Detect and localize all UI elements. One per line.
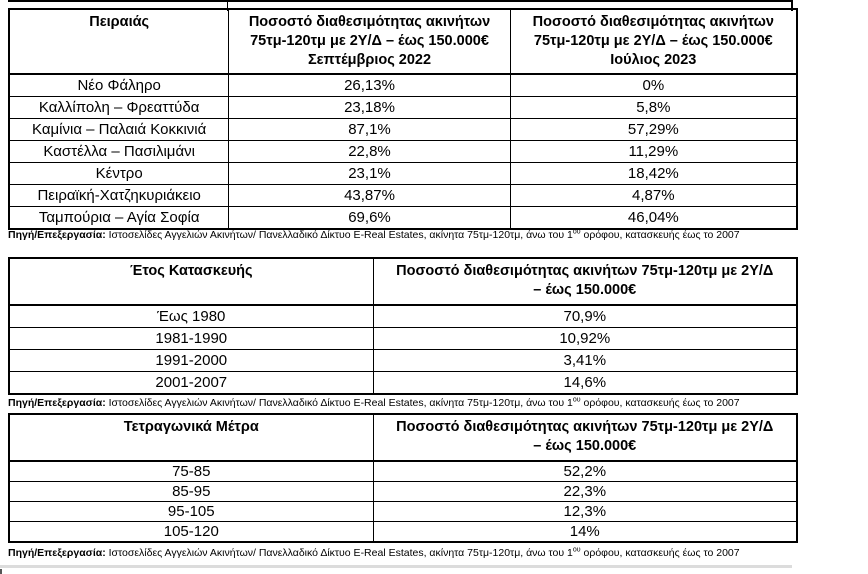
source-note-superscript: ου — [572, 396, 581, 404]
table-row: 1991-2000 3,41% — [8, 349, 798, 372]
cell-percentage: 70,9% — [372, 304, 798, 328]
cropped-column-divider — [227, 2, 228, 11]
piraeus-availability-table: Πειραιάς Ποσοστό διαθεσιμότητας ακινήτων… — [8, 8, 798, 230]
cell-sqm-range: 105-120 — [8, 521, 374, 543]
table2-header-row: Έτος Κατασκευής Ποσοστό διαθεσιμότητας α… — [8, 257, 798, 306]
cell-percentage: 3,41% — [372, 349, 798, 372]
table-row: 85-95 22,3% — [8, 481, 798, 502]
cell-year-range: Έως 1980 — [8, 304, 374, 328]
table3-header-sqm: Τετραγωνικά Μέτρα — [8, 413, 374, 462]
cell-area: Ταμπούρια – Αγία Σοφία — [8, 206, 230, 230]
construction-year-table: Έτος Κατασκευής Ποσοστό διαθεσιμότητας α… — [8, 257, 798, 395]
cell-sep2022: 87,1% — [228, 118, 511, 141]
table1-header-region: Πειραιάς — [8, 8, 230, 75]
source-note-text: Ιστοσελίδες Αγγελιών Ακινήτων/ Πανελλαδι… — [105, 547, 573, 559]
cell-area: Πειραϊκή-Χατζηκυριάκειο — [8, 184, 230, 207]
cell-percentage: 22,3% — [372, 481, 798, 502]
header-title-line1: Ποσοστό διαθεσιμότητας ακινήτων — [532, 14, 774, 30]
table-row: Καμίνια – Παλαιά Κοκκινιά 87,1% 57,29% — [8, 118, 798, 141]
cropped-table-edge-top — [8, 0, 793, 11]
table-row: 105-120 14% — [8, 521, 798, 543]
table1-header-jul2023: Ποσοστό διαθεσιμότητας ακινήτων 75τμ-120… — [509, 8, 798, 75]
cell-sqm-range: 85-95 — [8, 481, 374, 502]
square-meters-table: Τετραγωνικά Μέτρα Ποσοστό διαθεσιμότητας… — [8, 413, 798, 543]
table-row: 95-105 12,3% — [8, 501, 798, 522]
cell-area: Καλλίπολη – Φρεαττύδα — [8, 96, 230, 119]
header-period-2023: Ιούλιος 2023 — [610, 52, 697, 68]
cell-jul2023: 0% — [509, 73, 798, 97]
source-note-text: ορόφου, κατασκευής έως το 2007 — [580, 229, 740, 241]
table-row: 75-85 52,2% — [8, 460, 798, 482]
source-note-text: ορόφου, κατασκευής έως το 2007 — [580, 547, 740, 559]
source-note: Πηγή/Επεξεργασία: Ιστοσελίδες Αγγελιών Α… — [8, 229, 740, 242]
source-note-text: Ιστοσελίδες Αγγελιών Ακινήτων/ Πανελλαδι… — [105, 397, 573, 409]
header-title-line1: Ποσοστό διαθεσιμότητας ακινήτων 75τμ-120… — [396, 263, 774, 279]
table-row: Ταμπούρια – Αγία Σοφία 69,6% 46,04% — [8, 206, 798, 230]
cell-jul2023: 18,42% — [509, 162, 798, 185]
table1-header-sep2022: Ποσοστό διαθεσιμότητας ακινήτων 75τμ-120… — [228, 8, 511, 75]
cell-percentage: 14,6% — [372, 371, 798, 395]
table-row: Έως 1980 70,9% — [8, 304, 798, 328]
cell-percentage: 12,3% — [372, 501, 798, 522]
table-row: Καστέλλα – Πασιλιμάνι 22,8% 11,29% — [8, 140, 798, 163]
cell-area: Καμίνια – Παλαιά Κοκκινιά — [8, 118, 230, 141]
cell-jul2023: 57,29% — [509, 118, 798, 141]
cell-sep2022: 22,8% — [228, 140, 511, 163]
source-note-text: ορόφου, κατασκευής έως το 2007 — [580, 397, 740, 409]
cell-percentage: 52,2% — [372, 460, 798, 482]
table2-header-availability: Ποσοστό διαθεσιμότητας ακινήτων 75τμ-120… — [372, 257, 798, 306]
cell-sqm-range: 75-85 — [8, 460, 374, 482]
cell-year-range: 1981-1990 — [8, 327, 374, 350]
cell-percentage: 14% — [372, 521, 798, 543]
cropped-edge-mark — [0, 569, 2, 574]
cell-area: Νέο Φάληρο — [8, 73, 230, 97]
table-row: 1981-1990 10,92% — [8, 327, 798, 350]
header-title-line2: – έως 150.000€ — [533, 438, 637, 454]
table2-header-year: Έτος Κατασκευής — [8, 257, 374, 306]
cell-jul2023: 4,87% — [509, 184, 798, 207]
source-note-label: Πηγή/Επεξεργασία: — [8, 229, 106, 241]
header-period-2022: Σεπτέμβριος 2022 — [307, 52, 432, 68]
cell-jul2023: 5,8% — [509, 96, 798, 119]
cell-sqm-range: 95-105 — [8, 501, 374, 522]
cell-sep2022: 26,13% — [228, 73, 511, 97]
cell-sep2022: 23,1% — [228, 162, 511, 185]
source-note-superscript: ου — [572, 546, 581, 554]
cell-year-range: 1991-2000 — [8, 349, 374, 372]
table3-header-row: Τετραγωνικά Μέτρα Ποσοστό διαθεσιμότητας… — [8, 413, 798, 462]
table-row: Κέντρο 23,1% 18,42% — [8, 162, 798, 185]
source-note: Πηγή/Επεξεργασία: Ιστοσελίδες Αγγελιών Α… — [8, 397, 740, 410]
cell-area: Καστέλλα – Πασιλιμάνι — [8, 140, 230, 163]
table-row: Καλλίπολη – Φρεαττύδα 23,18% 5,8% — [8, 96, 798, 119]
header-title-line1: Ποσοστό διαθεσιμότητας ακινήτων 75τμ-120… — [396, 419, 774, 435]
cell-percentage: 10,92% — [372, 327, 798, 350]
table-row: Νέο Φάληρο 26,13% 0% — [8, 73, 798, 97]
cell-jul2023: 11,29% — [509, 140, 798, 163]
cell-sep2022: 43,87% — [228, 184, 511, 207]
cell-year-range: 2001-2007 — [8, 371, 374, 395]
source-note-label: Πηγή/Επεξεργασία: — [8, 547, 106, 559]
header-title-line2: 75τμ-120τμ με 2Υ/Δ – έως 150.000€ — [533, 33, 773, 49]
source-note: Πηγή/Επεξεργασία: Ιστοσελίδες Αγγελιών Α… — [8, 547, 740, 560]
header-title-line2: 75τμ-120τμ με 2Υ/Δ – έως 150.000€ — [250, 33, 489, 49]
source-note-superscript: ου — [572, 228, 581, 236]
source-note-text: Ιστοσελίδες Αγγελιών Ακινήτων/ Πανελλαδι… — [105, 229, 573, 241]
cell-sep2022: 69,6% — [228, 206, 511, 230]
table-row: Πειραϊκή-Χατζηκυριάκειο 43,87% 4,87% — [8, 184, 798, 207]
source-note-label: Πηγή/Επεξεργασία: — [8, 397, 106, 409]
table1-header-row: Πειραιάς Ποσοστό διαθεσιμότητας ακινήτων… — [8, 8, 798, 75]
cell-area: Κέντρο — [8, 162, 230, 185]
cell-sep2022: 23,18% — [228, 96, 511, 119]
header-title-line1: Ποσοστό διαθεσιμότητας ακινήτων — [248, 14, 491, 30]
cell-jul2023: 46,04% — [509, 206, 798, 230]
table-row: 2001-2007 14,6% — [8, 371, 798, 395]
header-title-line2: – έως 150.000€ — [533, 282, 637, 298]
table3-header-availability: Ποσοστό διαθεσιμότητας ακινήτων 75τμ-120… — [372, 413, 798, 462]
cropped-table-edge-bottom — [0, 565, 792, 568]
